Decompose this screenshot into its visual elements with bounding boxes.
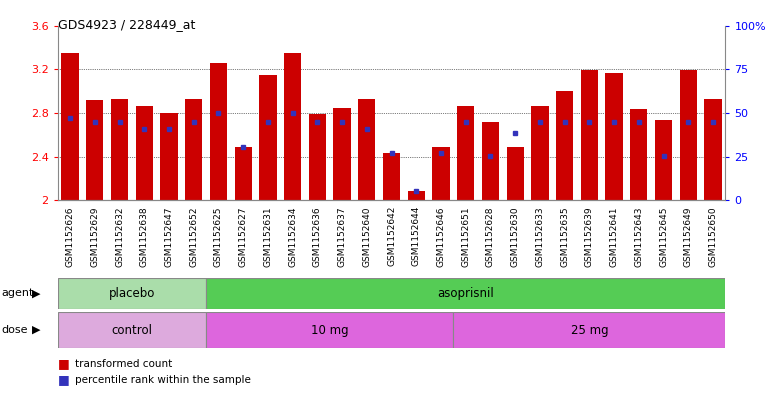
Text: GSM1152636: GSM1152636 [313,206,322,267]
Text: GSM1152643: GSM1152643 [634,206,643,266]
Bar [654,119,672,200]
Text: placebo: placebo [109,286,155,300]
Text: GSM1152644: GSM1152644 [412,206,420,266]
Text: GSM1152649: GSM1152649 [684,206,693,266]
Bar [454,312,725,348]
Text: GSM1152647: GSM1152647 [165,206,173,266]
Text: asoprisnil: asoprisnil [437,286,494,300]
Text: GSM1152639: GSM1152639 [585,206,594,267]
Text: GSM1152635: GSM1152635 [560,206,569,267]
Text: ▶: ▶ [32,325,41,335]
Text: percentile rank within the sample: percentile rank within the sample [75,375,250,385]
Bar [333,108,351,200]
Text: GSM1152651: GSM1152651 [461,206,470,267]
Text: ▶: ▶ [32,288,41,298]
Bar [556,91,574,200]
Text: 10 mg: 10 mg [311,323,349,337]
Bar [680,70,697,200]
Text: ■: ■ [58,373,69,387]
Text: GSM1152638: GSM1152638 [140,206,149,267]
Bar [58,312,206,348]
Text: agent: agent [2,288,34,298]
Bar [705,99,721,200]
Bar [507,147,524,200]
Bar [309,114,326,200]
Text: dose: dose [2,325,28,335]
Bar [111,99,129,200]
Text: GSM1152626: GSM1152626 [65,206,75,266]
Bar [86,100,103,200]
Text: GSM1152637: GSM1152637 [337,206,346,267]
Bar [383,153,400,200]
Bar [62,53,79,200]
Bar [209,63,227,200]
Bar [259,75,276,200]
Bar [358,99,376,200]
Text: GSM1152634: GSM1152634 [288,206,297,266]
Bar [407,191,425,200]
Bar [136,107,153,200]
Text: GSM1152652: GSM1152652 [189,206,198,266]
Text: GSM1152627: GSM1152627 [239,206,248,266]
Text: control: control [112,323,152,337]
Text: GSM1152631: GSM1152631 [263,206,273,267]
Bar [630,108,648,200]
Text: GSM1152645: GSM1152645 [659,206,668,266]
Bar [581,70,598,200]
Text: GSM1152640: GSM1152640 [363,206,371,266]
Bar [432,147,450,200]
Bar [206,312,454,348]
Text: ■: ■ [58,357,69,370]
Text: GSM1152632: GSM1152632 [115,206,124,266]
Bar [235,147,252,200]
Text: GSM1152630: GSM1152630 [511,206,520,267]
Text: GSM1152642: GSM1152642 [387,206,396,266]
Text: GSM1152633: GSM1152633 [535,206,544,267]
Text: GDS4923 / 228449_at: GDS4923 / 228449_at [58,18,195,31]
Bar [531,107,548,200]
Text: transformed count: transformed count [75,358,172,369]
Bar [284,53,301,200]
Bar [206,278,725,309]
Text: GSM1152629: GSM1152629 [90,206,99,266]
Text: GSM1152646: GSM1152646 [437,206,446,266]
Bar [482,122,499,200]
Bar [457,107,474,200]
Text: GSM1152641: GSM1152641 [610,206,618,266]
Text: GSM1152628: GSM1152628 [486,206,495,266]
Bar [185,99,203,200]
Bar [160,113,178,200]
Bar [605,73,623,200]
Bar [58,278,206,309]
Text: GSM1152650: GSM1152650 [708,206,718,267]
Text: 25 mg: 25 mg [571,323,608,337]
Text: GSM1152625: GSM1152625 [214,206,223,266]
